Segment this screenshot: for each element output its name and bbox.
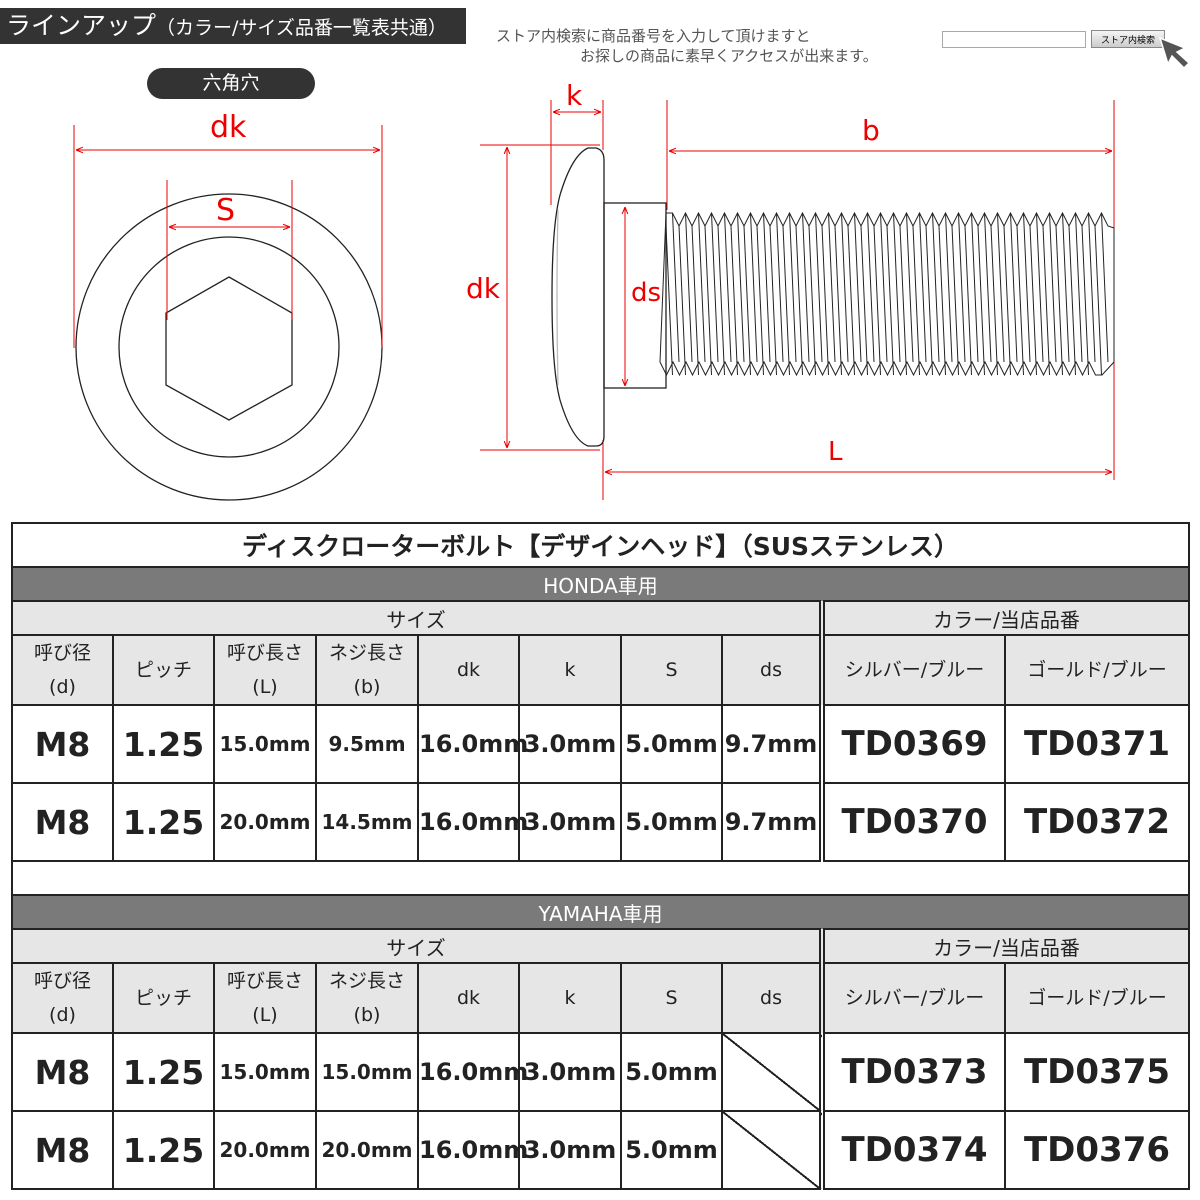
table-cell: TD0373 <box>819 1032 1006 1112</box>
column-header: S <box>620 634 723 706</box>
table-cell: TD0369 <box>819 704 1006 784</box>
s-label: S <box>216 193 235 228</box>
l-label: L <box>828 437 843 467</box>
hint-line-2: お探しの商品に素早くアクセスが出来ます。 <box>580 47 878 65</box>
column-header: 呼び径 (d) <box>11 962 114 1034</box>
table-cell: 9.7mm <box>721 704 823 784</box>
table-cell: 20.0mm <box>213 1110 317 1190</box>
table-cell: 3.0mm <box>518 782 622 862</box>
color-header: カラー/当店品番 <box>818 928 1191 964</box>
spec-table: ディスクローターボルト【デザインヘッド】（SUSステンレス） HONDA車用 サイズ… <box>10 522 1191 1190</box>
column-header: dk <box>417 634 520 706</box>
table-cell: 3.0mm <box>518 1032 622 1112</box>
k-label: k <box>566 79 583 112</box>
table-row: M8 1.25 20.0mm 20.0mm 16.0mm 3.0mm 5.0mm TD0374… <box>11 1110 1191 1190</box>
table-cell: 16.0mm <box>417 1110 528 1190</box>
table-cell: M8 <box>11 1110 114 1190</box>
table-cell: 1.25 <box>112 704 215 784</box>
table-cell: TD0371 <box>1003 704 1191 784</box>
dk-label-top: dk <box>210 110 247 145</box>
column-header: ネジ長さ (b) <box>315 634 419 706</box>
column-header: シルバー/ブルー <box>819 962 1006 1034</box>
table-cell: 5.0mm <box>620 1032 723 1112</box>
table-cell: M8 <box>11 704 114 784</box>
column-header: 呼び長さ (L) <box>213 962 317 1034</box>
size-header: サイズ <box>11 600 823 636</box>
table-cell: M8 <box>11 782 114 862</box>
lineup-title: ラインアップ（カラー/サイズ品番一覧表共通） <box>0 8 466 44</box>
table-cell: 16.0mm <box>417 704 528 784</box>
table-cell: 16.0mm <box>417 782 528 862</box>
bolt-diagram: dk S k b dk ds L <box>73 79 1115 501</box>
table-cell: M8 <box>11 1032 114 1112</box>
column-header: ds <box>721 634 823 706</box>
bolt-side-view <box>551 147 1115 447</box>
table-cell: 5.0mm <box>620 704 723 784</box>
table-cell: TD0372 <box>1003 782 1191 862</box>
table-title: ディスクローターボルト【デザインヘッド】（SUSステンレス） <box>10 522 1191 568</box>
hint-line-1: ストア内検索に商品番号を入力して頂けますと <box>496 27 811 45</box>
table-cell: 1.25 <box>112 1032 215 1112</box>
table-cell: 3.0mm <box>518 1110 622 1190</box>
table-cell: TD0370 <box>819 782 1006 862</box>
ds-label: ds <box>631 278 661 308</box>
column-header: k <box>518 962 622 1034</box>
table-cell: 3.0mm <box>518 704 622 784</box>
search-hint: ストア内検索に商品番号を入力して頂けますとお探しの商品に素早くアクセスが出来ます… <box>496 26 878 66</box>
table-cell: 15.0mm <box>213 704 317 784</box>
table-cell: 5.0mm <box>620 1110 723 1190</box>
table-cell: 20.0mm <box>315 1110 419 1190</box>
hex-socket-label: 六角穴 <box>147 68 315 99</box>
table-cell: 1.25 <box>112 1110 215 1190</box>
title-main: ラインアップ <box>6 11 157 40</box>
table-cell: 16.0mm <box>417 1032 528 1112</box>
column-header: ピッチ <box>112 634 215 706</box>
column-header: 呼び径 (d) <box>11 634 114 706</box>
table-cell: TD0374 <box>819 1110 1006 1190</box>
column-header: シルバー/ブルー <box>819 634 1006 706</box>
table-cell: 1.25 <box>112 782 215 862</box>
column-header: ピッチ <box>112 962 215 1034</box>
column-header: ds <box>721 962 823 1034</box>
size-header: サイズ <box>11 928 823 964</box>
table-cell: 9.5mm <box>315 704 419 784</box>
spacer-row <box>10 860 1191 896</box>
b-label: b <box>862 114 880 147</box>
table-row: M8 1.25 15.0mm 9.5mm 16.0mm 3.0mm 5.0mm 9.7mm TD… <box>11 704 1191 784</box>
table-cell: TD0375 <box>1003 1032 1191 1112</box>
maker-header: YAMAHA車用 <box>10 894 1191 930</box>
table-cell: 14.5mm <box>315 782 419 862</box>
table-cell: 5.0mm <box>620 782 723 862</box>
column-header: k <box>518 634 622 706</box>
cursor-arrow-icon <box>1158 36 1191 70</box>
table-cell: 15.0mm <box>213 1032 317 1112</box>
column-header: 呼び長さ (L) <box>213 634 317 706</box>
column-header: ネジ長さ (b) <box>315 962 419 1034</box>
column-header: dk <box>417 962 520 1034</box>
table-row: M8 1.25 20.0mm 14.5mm 16.0mm 3.0mm 5.0mm 9.7mm T… <box>11 782 1191 862</box>
table-cell: 9.7mm <box>721 782 823 862</box>
dk-label-side: dk <box>466 272 501 305</box>
maker-header: HONDA車用 <box>10 566 1191 602</box>
table-row: M8 1.25 15.0mm 15.0mm 16.0mm 3.0mm 5.0mm TD0373… <box>11 1032 1191 1112</box>
not-applicable-cell <box>721 1110 823 1190</box>
title-sub: （カラー/サイズ品番一覧表共通） <box>156 17 447 39</box>
table-cell: 15.0mm <box>315 1032 419 1112</box>
column-header: ゴールド/ブルー <box>1003 634 1191 706</box>
column-header: S <box>620 962 723 1034</box>
column-header: ゴールド/ブルー <box>1003 962 1191 1034</box>
color-header: カラー/当店品番 <box>818 600 1191 636</box>
top-view <box>75 193 383 501</box>
table-cell: TD0376 <box>1003 1110 1191 1190</box>
not-applicable-cell <box>721 1032 823 1112</box>
store-search-input[interactable] <box>942 31 1086 48</box>
table-cell: 20.0mm <box>213 782 317 862</box>
